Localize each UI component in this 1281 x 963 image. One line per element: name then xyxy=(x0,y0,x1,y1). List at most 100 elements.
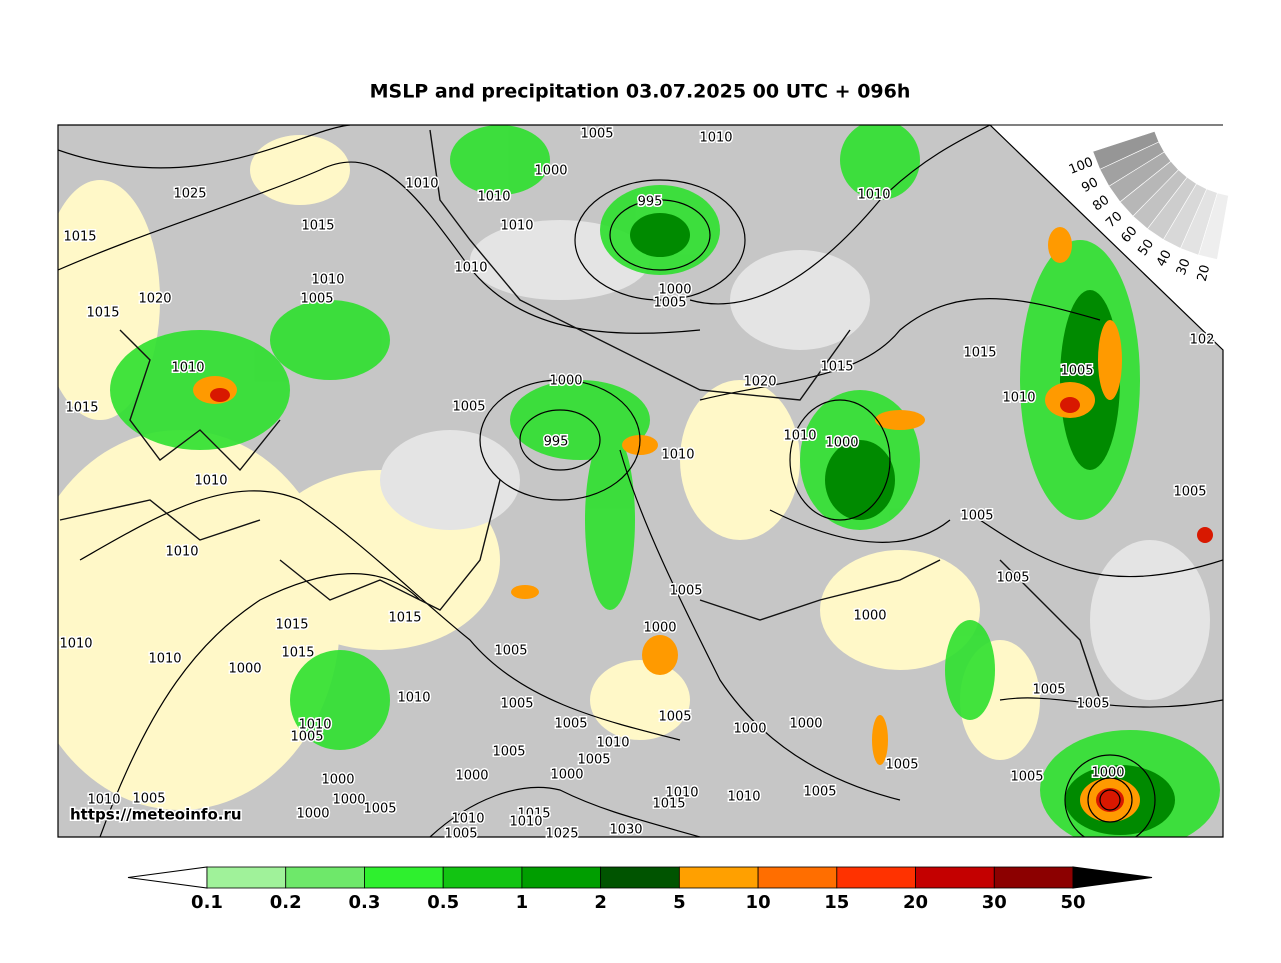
isobar-label: 1005 xyxy=(1173,485,1206,500)
isobar-label: 1000 xyxy=(658,283,691,298)
isobar-label: 1015 xyxy=(652,797,685,812)
isobar-label: 1010 xyxy=(661,448,694,463)
isobar-label: 1010 xyxy=(451,812,484,827)
colorbar-label: 10 xyxy=(746,892,771,913)
colorbar-label: 15 xyxy=(824,892,849,913)
isobar-label: 1015 xyxy=(281,646,314,661)
isobar-label: 1000 xyxy=(789,717,822,732)
colorbar-box xyxy=(915,866,995,889)
isobar-label: 1000 xyxy=(549,374,582,389)
isobar-label: 1000 xyxy=(1091,766,1124,781)
isobar-label: 1005 xyxy=(444,827,477,842)
isobar-label: 1010 xyxy=(783,429,816,444)
colorbar-box xyxy=(836,866,916,889)
cloud-label: 80 xyxy=(1090,193,1112,215)
isobar-label: 1010 xyxy=(454,261,487,276)
isobar-label: 1005 xyxy=(803,785,836,800)
colorbar-box xyxy=(442,866,523,889)
isobar-label: 1015 xyxy=(63,230,96,245)
isobar-label: 1015 xyxy=(820,360,853,375)
isobar-label: 1005 xyxy=(290,730,323,745)
colorbar-box xyxy=(364,866,444,889)
cloud-label: 40 xyxy=(1154,248,1175,270)
colorbar-box xyxy=(600,866,680,889)
isobar-label: 1005 xyxy=(494,644,527,659)
cloud-label: 50 xyxy=(1135,237,1157,259)
colorbar-box xyxy=(521,866,602,889)
isobar-label: 1005 xyxy=(1060,364,1093,379)
isobar-label: 1010 xyxy=(397,691,430,706)
isobar-label: 1010 xyxy=(405,177,438,192)
isobar-label: 1010 xyxy=(509,815,542,830)
isobar-label: 1015 xyxy=(301,219,334,234)
colorbar-label: 2 xyxy=(594,892,607,913)
isobar-label: 1010 xyxy=(59,637,92,652)
cloud-label: 100 xyxy=(1067,155,1096,178)
isobar-label: 1010 xyxy=(87,793,120,808)
cloud-label: 70 xyxy=(1103,209,1125,231)
colorbar-label: 0.1 xyxy=(191,892,223,913)
isobar-label: 102 xyxy=(1190,333,1215,348)
isobar-label: 1015 xyxy=(517,807,550,822)
isobar-label: 1005 xyxy=(580,127,613,142)
colorbar-label: 0.2 xyxy=(270,892,302,913)
isobar-label: 1005 xyxy=(885,758,918,773)
isobar-label: 1005 xyxy=(996,571,1029,586)
isobar-label: 1010 xyxy=(171,361,204,376)
isobar-label: 995 xyxy=(638,195,663,210)
isobar-label: 1005 xyxy=(363,802,396,817)
isobar-label: 1010 xyxy=(165,545,198,560)
isobar-label: 1025 xyxy=(173,187,206,202)
isobar-label: 1000 xyxy=(332,793,365,808)
colorbar-label: 30 xyxy=(982,892,1007,913)
isobar-label: 1010 xyxy=(596,736,629,751)
isobar-label: 1015 xyxy=(963,346,996,361)
isobar-label: 1015 xyxy=(65,401,98,416)
colorbar-low xyxy=(127,866,208,889)
isobar-label: 1010 xyxy=(727,790,760,805)
isobar-label: 1010 xyxy=(699,131,732,146)
isobar-label: 995 xyxy=(544,435,569,450)
isobar-label: 1005 xyxy=(1010,770,1043,785)
colorbar-label: 0.5 xyxy=(427,892,459,913)
colorbar-label: 0.3 xyxy=(349,892,381,913)
colorbar-box xyxy=(206,866,287,889)
isobar-label: 1010 xyxy=(298,718,331,733)
isobar-label: 1005 xyxy=(132,792,165,807)
colorbar-box xyxy=(678,866,759,889)
isobar-label: 1005 xyxy=(658,710,691,725)
cloud-label: 90 xyxy=(1079,175,1101,196)
isobar-label: 1005 xyxy=(669,584,702,599)
cloud-label: 20 xyxy=(1195,263,1213,283)
colorbar-box xyxy=(757,866,838,889)
isobar-label: 1000 xyxy=(296,807,329,822)
map-field xyxy=(58,125,1223,837)
isobar-label: 1005 xyxy=(960,509,993,524)
isobar-label: 1000 xyxy=(825,436,858,451)
isobar-label: 1010 xyxy=(857,188,890,203)
cloud-label: 30 xyxy=(1174,257,1194,278)
isobar-label: 1010 xyxy=(477,190,510,205)
isobar-label: 1000 xyxy=(733,722,766,737)
isobar-label: 1000 xyxy=(534,164,567,179)
colorbar: 0.1 0.2 0.3 0.5 1 2 5 10 15 20 30 50 xyxy=(127,866,1153,913)
isobar-label: 1005 xyxy=(452,400,485,415)
isobar-label: 1030 xyxy=(609,823,642,838)
isobar-label: 1005 xyxy=(1076,697,1109,712)
isobar-label: 1010 xyxy=(1002,391,1035,406)
isobar-label: 1010 xyxy=(311,273,344,288)
colorbar-box xyxy=(993,866,1074,889)
isobar-label: 1015 xyxy=(388,611,421,626)
isobar-label: 1000 xyxy=(550,768,583,783)
isobar-label: 1000 xyxy=(321,773,354,788)
watermark: https://meteoinfo.ru xyxy=(70,806,242,824)
colorbar-box xyxy=(285,866,365,889)
isobar-label: 1005 xyxy=(500,697,533,712)
isobar-label: 1015 xyxy=(86,306,119,321)
isobar-label: 1005 xyxy=(492,745,525,760)
colorbar-label: 5 xyxy=(673,892,686,913)
isobar-label: 1015 xyxy=(275,618,308,633)
isobar-label: 1010 xyxy=(500,219,533,234)
